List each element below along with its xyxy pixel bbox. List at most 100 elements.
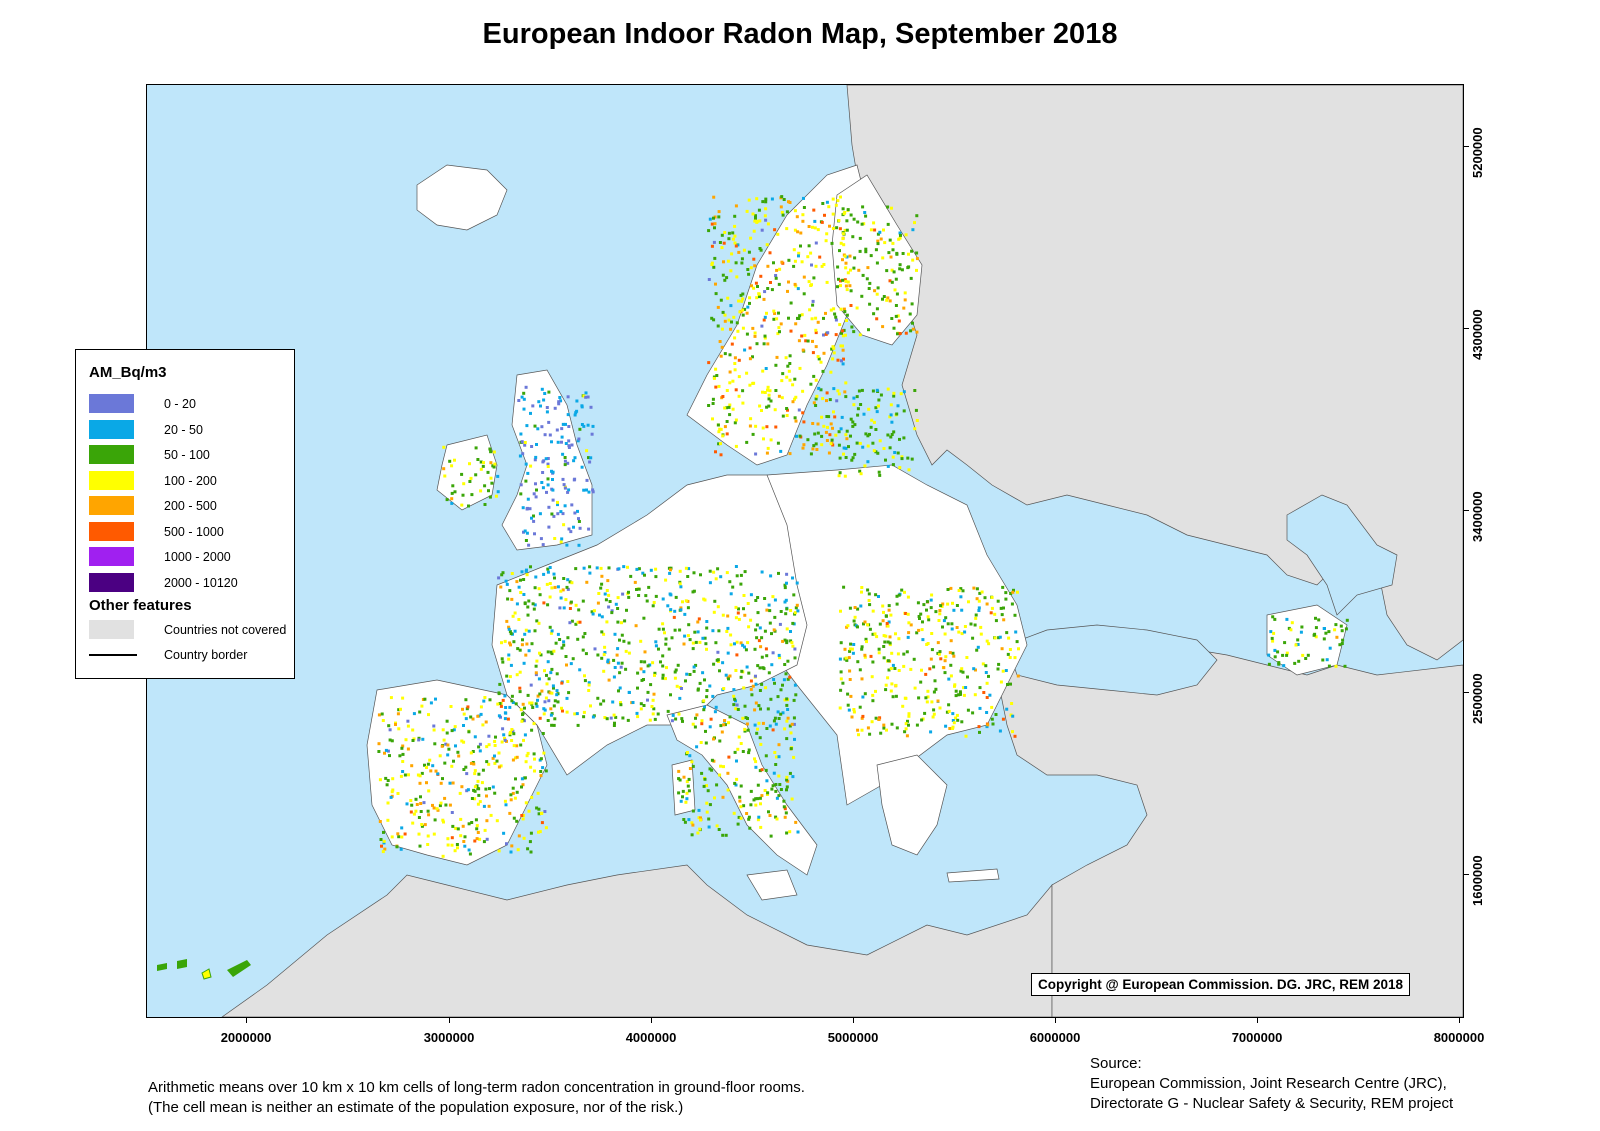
radon-cell xyxy=(838,657,842,661)
radon-cell xyxy=(415,803,419,806)
radon-cell xyxy=(960,608,964,612)
radon-cell xyxy=(725,406,728,410)
radon-cell xyxy=(612,675,616,679)
radon-cell xyxy=(553,576,556,580)
radon-cell xyxy=(734,707,738,711)
radon-cell xyxy=(686,575,690,578)
radon-cell xyxy=(954,716,958,720)
radon-cell xyxy=(839,284,842,288)
radon-cell xyxy=(828,433,832,437)
radon-cell xyxy=(784,356,788,360)
radon-cell xyxy=(504,803,508,807)
radon-cell xyxy=(569,600,573,604)
radon-cell xyxy=(644,594,648,598)
radon-cell xyxy=(692,669,696,673)
radon-cell xyxy=(766,222,770,226)
radon-cell xyxy=(711,629,715,633)
radon-cell xyxy=(903,696,907,700)
radon-cell xyxy=(388,754,391,758)
radon-cell xyxy=(860,647,864,651)
radon-cell xyxy=(466,788,470,792)
radon-cell xyxy=(399,847,403,851)
radon-cell xyxy=(494,494,498,498)
radon-cell xyxy=(786,708,790,711)
radon-cell xyxy=(863,655,867,659)
radon-cell xyxy=(780,195,784,199)
radon-cell xyxy=(524,760,528,764)
radon-cell xyxy=(900,268,904,272)
radon-cell xyxy=(749,236,753,240)
radon-cell xyxy=(904,722,908,726)
radon-cell xyxy=(841,362,845,366)
radon-cell xyxy=(700,719,704,723)
radon-cell xyxy=(469,715,473,719)
radon-cell xyxy=(907,631,911,635)
radon-cell xyxy=(574,567,578,571)
radon-cell xyxy=(790,797,794,801)
radon-cell xyxy=(549,671,553,675)
radon-cell xyxy=(852,330,856,334)
radon-cell xyxy=(876,242,880,246)
radon-cell xyxy=(873,289,877,293)
radon-cell xyxy=(879,731,883,735)
radon-cell xyxy=(875,292,879,296)
radon-cell xyxy=(838,249,841,253)
radon-cell xyxy=(667,647,671,651)
radon-cell xyxy=(743,727,747,731)
radon-cell xyxy=(465,707,469,711)
radon-cell xyxy=(787,280,790,284)
radon-cell xyxy=(866,444,870,448)
radon-cell xyxy=(708,581,712,585)
radon-cell xyxy=(678,569,682,573)
radon-cell xyxy=(948,651,952,655)
legend-label-class-2: 50 - 100 xyxy=(164,448,210,462)
radon-cell xyxy=(465,772,469,776)
radon-cell xyxy=(732,703,736,707)
radon-cell xyxy=(761,426,765,430)
radon-cell xyxy=(522,661,526,665)
radon-cell xyxy=(780,379,784,383)
radon-cell xyxy=(485,760,489,764)
radon-cell xyxy=(796,830,800,834)
radon-cell xyxy=(780,260,784,264)
radon-cell xyxy=(759,707,762,711)
radon-cell xyxy=(620,633,624,637)
radon-cell xyxy=(546,603,550,607)
radon-cell xyxy=(542,712,546,716)
radon-cell xyxy=(556,503,559,507)
radon-cell xyxy=(938,612,942,616)
radon-cell xyxy=(756,727,759,731)
radon-cell xyxy=(889,413,893,417)
radon-cell xyxy=(442,445,446,449)
radon-cell xyxy=(698,640,702,644)
radon-cell xyxy=(862,622,865,626)
radon-cell xyxy=(566,587,570,591)
radon-cell xyxy=(576,620,580,624)
radon-cell xyxy=(794,419,798,423)
radon-cell xyxy=(844,284,848,288)
radon-cell xyxy=(872,420,876,424)
radon-cell xyxy=(875,317,879,321)
radon-cell xyxy=(399,707,402,711)
radon-cell xyxy=(784,612,788,616)
radon-cell xyxy=(791,644,795,648)
radon-cell xyxy=(674,717,678,721)
radon-cell xyxy=(776,710,780,714)
radon-cell xyxy=(841,237,845,241)
radon-cell xyxy=(768,251,772,255)
radon-cell xyxy=(705,626,709,630)
radon-cell xyxy=(907,723,910,727)
radon-cell xyxy=(627,651,631,655)
radon-cell xyxy=(841,278,845,282)
radon-cell xyxy=(742,607,745,611)
radon-cell xyxy=(521,817,525,821)
radon-cell xyxy=(939,657,943,661)
map-panel[interactable] xyxy=(146,84,1464,1018)
radon-cell xyxy=(503,799,507,803)
radon-cell xyxy=(974,616,978,620)
radon-cell xyxy=(930,700,934,704)
radon-cell xyxy=(669,568,672,572)
radon-cell xyxy=(792,755,796,759)
x-tick-label: 7000000 xyxy=(1231,1030,1283,1045)
radon-cell xyxy=(833,415,837,419)
